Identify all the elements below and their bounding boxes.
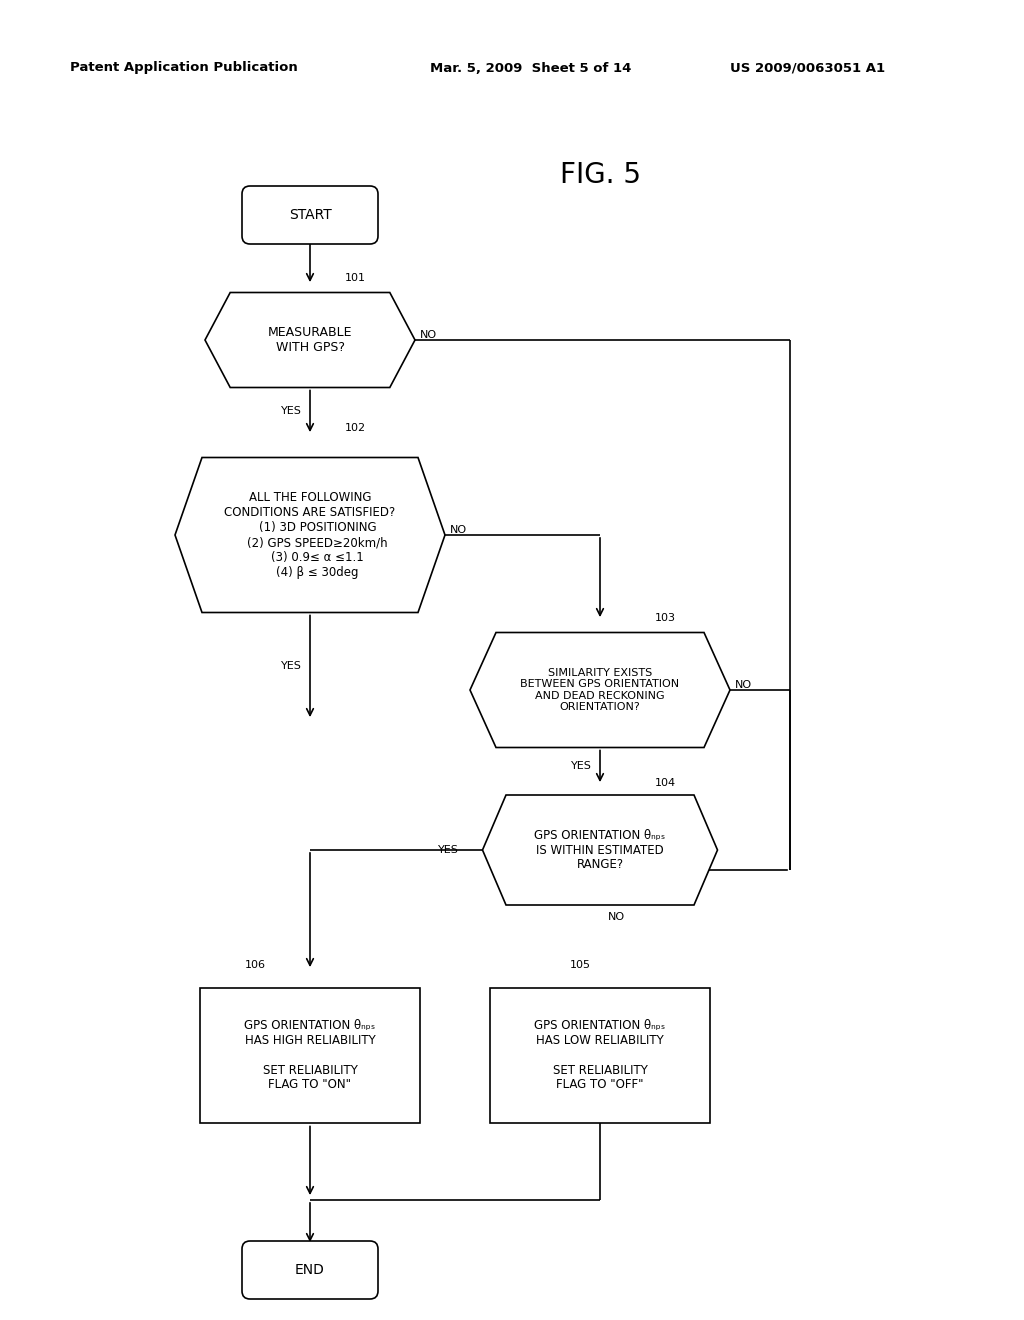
- Text: NO: NO: [735, 680, 752, 690]
- Text: 106: 106: [245, 960, 266, 970]
- Text: NO: NO: [420, 330, 437, 341]
- Text: YES: YES: [282, 661, 302, 672]
- Text: YES: YES: [571, 762, 592, 771]
- Text: END: END: [295, 1263, 325, 1276]
- Text: GPS ORIENTATION θₙₚₛ
HAS LOW RELIABILITY

SET RELIABILITY
FLAG TO "OFF": GPS ORIENTATION θₙₚₛ HAS LOW RELIABILITY…: [535, 1019, 666, 1092]
- Polygon shape: [470, 632, 730, 747]
- Polygon shape: [482, 795, 718, 906]
- Text: 104: 104: [655, 777, 676, 788]
- Polygon shape: [205, 293, 415, 388]
- FancyBboxPatch shape: [242, 1241, 378, 1299]
- FancyBboxPatch shape: [242, 186, 378, 244]
- Text: SIMILARITY EXISTS
BETWEEN GPS ORIENTATION
AND DEAD RECKONING
ORIENTATION?: SIMILARITY EXISTS BETWEEN GPS ORIENTATIO…: [520, 668, 680, 713]
- Text: US 2009/0063051 A1: US 2009/0063051 A1: [730, 62, 885, 74]
- Text: Mar. 5, 2009  Sheet 5 of 14: Mar. 5, 2009 Sheet 5 of 14: [430, 62, 632, 74]
- Text: ALL THE FOLLOWING
CONDITIONS ARE SATISFIED?
    (1) 3D POSITIONING
    (2) GPS S: ALL THE FOLLOWING CONDITIONS ARE SATISFI…: [224, 491, 395, 579]
- Text: 102: 102: [345, 422, 367, 433]
- Text: MEASURABLE
WITH GPS?: MEASURABLE WITH GPS?: [267, 326, 352, 354]
- Polygon shape: [175, 458, 445, 612]
- Text: GPS ORIENTATION θₙₚₛ
HAS HIGH RELIABILITY

SET RELIABILITY
FLAG TO "ON": GPS ORIENTATION θₙₚₛ HAS HIGH RELIABILIT…: [245, 1019, 376, 1092]
- Text: FIG. 5: FIG. 5: [559, 161, 640, 189]
- Text: 103: 103: [655, 612, 676, 623]
- Text: 105: 105: [570, 960, 591, 970]
- Text: NO: NO: [450, 525, 467, 535]
- Text: GPS ORIENTATION θₙₚₛ
IS WITHIN ESTIMATED
RANGE?: GPS ORIENTATION θₙₚₛ IS WITHIN ESTIMATED…: [535, 829, 666, 871]
- Text: START: START: [289, 209, 332, 222]
- Text: NO: NO: [608, 912, 625, 921]
- Text: YES: YES: [437, 845, 459, 855]
- Bar: [490, 987, 710, 1122]
- Text: YES: YES: [282, 407, 302, 416]
- Bar: [200, 987, 420, 1122]
- Text: Patent Application Publication: Patent Application Publication: [70, 62, 298, 74]
- Text: 101: 101: [345, 273, 366, 282]
